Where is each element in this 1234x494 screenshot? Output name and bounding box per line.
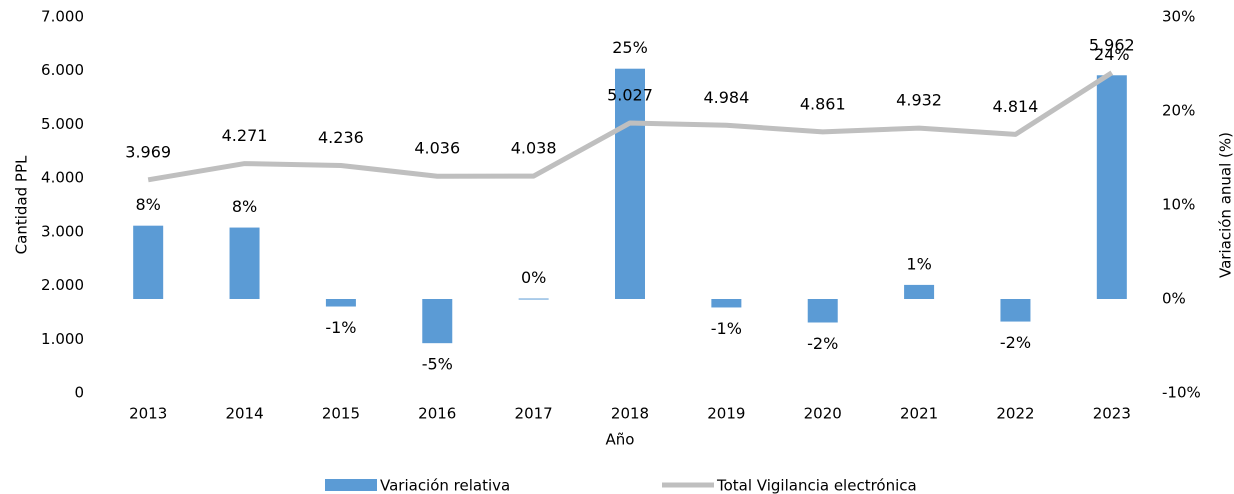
y-tick-label: 5.000 xyxy=(41,115,84,133)
legend-swatch xyxy=(325,479,377,491)
bar-label: -1% xyxy=(325,318,356,337)
bar-label: 8% xyxy=(232,197,257,216)
bar-label: -2% xyxy=(1000,333,1031,352)
y2-tick-label: 10% xyxy=(1162,196,1195,214)
y-tick-label: 6.000 xyxy=(41,61,84,79)
x-tick-label: 2020 xyxy=(804,405,842,423)
bar xyxy=(229,227,260,299)
bar xyxy=(615,68,645,299)
line-label: 4.036 xyxy=(414,139,460,158)
y-tick-label: 2.000 xyxy=(41,276,84,294)
x-axis-title: Año xyxy=(606,431,635,449)
x-tick-label: 2013 xyxy=(129,405,167,423)
bar-label: -2% xyxy=(807,334,838,353)
line-label: 3.969 xyxy=(125,142,171,161)
line-label: 5.027 xyxy=(607,85,653,104)
bar-label: 24% xyxy=(1094,45,1130,64)
bar xyxy=(518,298,549,300)
y-tick-label: 1.000 xyxy=(41,330,84,348)
legend-label: Variación relativa xyxy=(380,477,510,494)
bar xyxy=(711,299,742,308)
bar xyxy=(325,299,356,307)
bar-label: 1% xyxy=(906,254,931,273)
line-label: 4.932 xyxy=(896,91,942,110)
x-tick-label: 2018 xyxy=(611,405,649,423)
x-tick-label: 2016 xyxy=(418,405,456,423)
line-label: 4.236 xyxy=(318,128,364,147)
y-tick-label: 4.000 xyxy=(41,169,84,187)
line-label: 5.962 xyxy=(1089,35,1135,54)
bar xyxy=(422,299,453,344)
x-tick-label: 2023 xyxy=(1093,405,1131,423)
bar xyxy=(807,299,838,323)
bar xyxy=(1096,75,1127,299)
y2-axis-title: Variación anual (%) xyxy=(1217,132,1234,278)
y2-tick-label: 30% xyxy=(1162,8,1195,26)
x-tick-label: 2017 xyxy=(515,405,553,423)
bar-label: 8% xyxy=(135,195,160,214)
x-tick-label: 2015 xyxy=(322,405,360,423)
bar xyxy=(133,225,164,299)
y-tick-label: 7.000 xyxy=(41,8,84,26)
line-label: 4.861 xyxy=(800,94,846,113)
x-tick-label: 2014 xyxy=(225,405,263,423)
line-label: 4.984 xyxy=(703,88,749,107)
line-label: 4.271 xyxy=(222,126,268,145)
x-tick-label: 2021 xyxy=(900,405,938,423)
x-tick-label: 2019 xyxy=(707,405,745,423)
line xyxy=(147,70,1114,183)
line-label: 4.814 xyxy=(993,97,1039,116)
y2-tick-label: -10% xyxy=(1162,384,1201,402)
y-axis-title: Cantidad PPL xyxy=(13,155,31,254)
bar-label: -1% xyxy=(711,319,742,338)
line-label: 4.038 xyxy=(511,139,557,158)
x-tick-label: 2022 xyxy=(996,405,1034,423)
y-tick-label: 0 xyxy=(74,384,84,402)
bar-label: 0% xyxy=(521,268,546,287)
bar xyxy=(904,284,935,299)
y2-tick-label: 20% xyxy=(1162,102,1195,120)
bar xyxy=(1000,299,1031,322)
y-tick-label: 3.000 xyxy=(41,222,84,240)
bar-label: -5% xyxy=(422,355,453,374)
y2-tick-label: 0% xyxy=(1162,290,1186,308)
legend-label: Total Vigilancia electrónica xyxy=(716,477,917,494)
bar-label: 25% xyxy=(612,38,648,57)
